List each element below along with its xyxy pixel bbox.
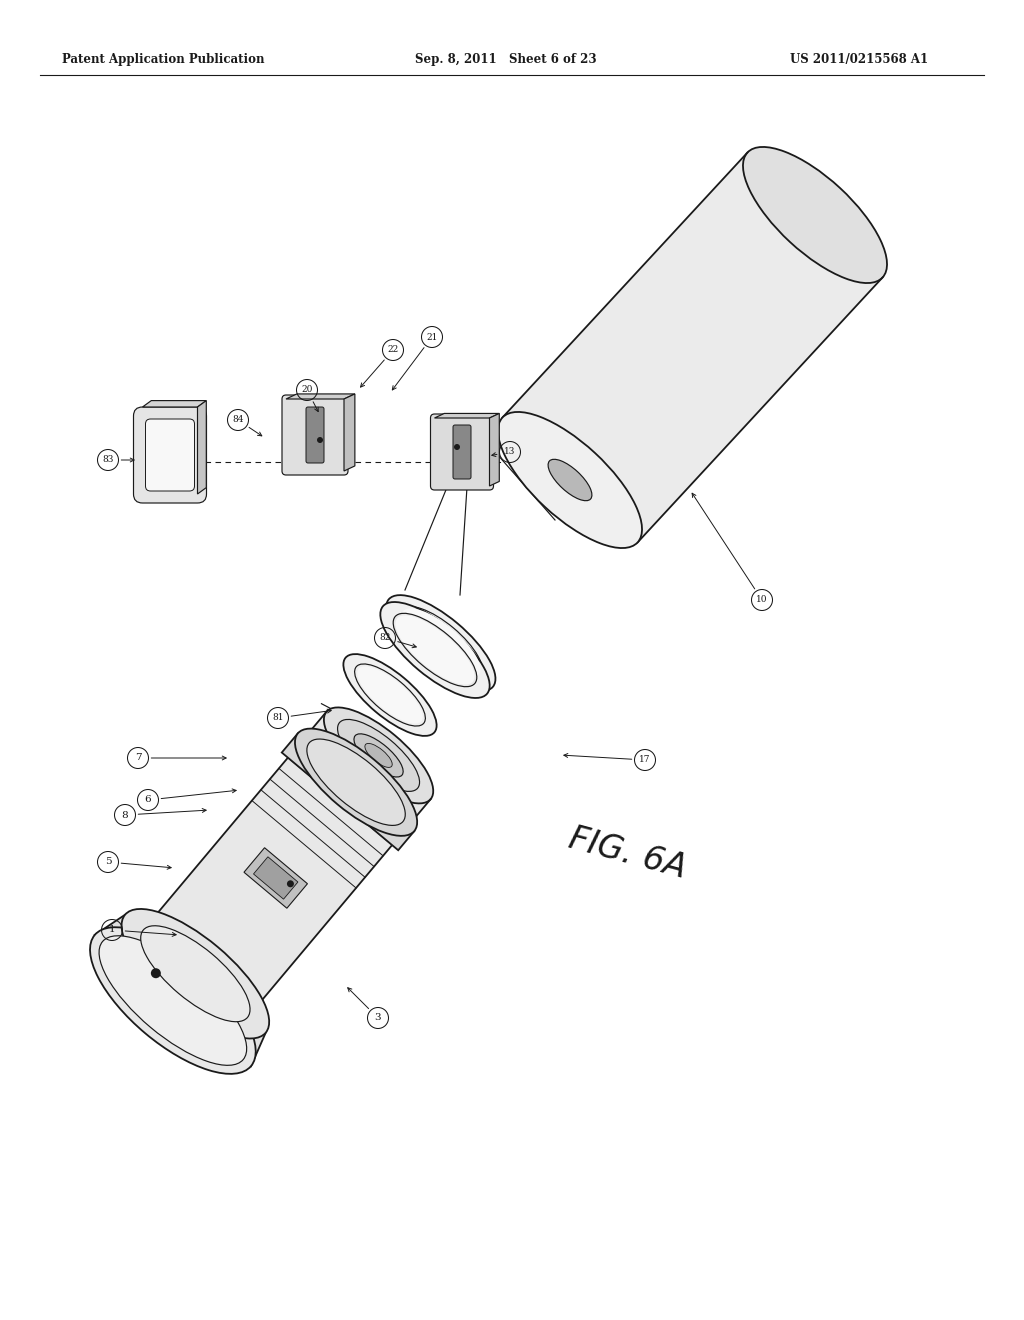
Polygon shape	[344, 393, 355, 471]
Ellipse shape	[295, 729, 417, 836]
Text: 84: 84	[232, 416, 244, 425]
Text: 1: 1	[109, 925, 116, 935]
Ellipse shape	[324, 708, 433, 804]
Ellipse shape	[395, 615, 474, 685]
Text: 81: 81	[272, 714, 284, 722]
Ellipse shape	[399, 606, 482, 680]
Ellipse shape	[357, 667, 423, 723]
FancyBboxPatch shape	[453, 425, 471, 479]
FancyBboxPatch shape	[133, 407, 207, 503]
Text: 6: 6	[144, 796, 152, 804]
Ellipse shape	[386, 595, 496, 692]
Polygon shape	[198, 400, 206, 494]
Polygon shape	[434, 413, 500, 418]
Polygon shape	[254, 857, 298, 899]
Polygon shape	[503, 153, 883, 543]
Ellipse shape	[354, 664, 425, 726]
Text: 83: 83	[102, 455, 114, 465]
Polygon shape	[489, 413, 500, 486]
Text: 13: 13	[504, 447, 516, 457]
Ellipse shape	[354, 734, 403, 777]
Ellipse shape	[140, 925, 250, 1022]
Ellipse shape	[393, 614, 477, 686]
Ellipse shape	[99, 936, 247, 1065]
Text: 20: 20	[301, 385, 312, 395]
Ellipse shape	[365, 743, 392, 767]
Polygon shape	[286, 393, 355, 399]
Ellipse shape	[307, 739, 406, 825]
FancyBboxPatch shape	[430, 414, 494, 490]
Text: US 2011/0215568 A1: US 2011/0215568 A1	[790, 54, 928, 66]
Ellipse shape	[743, 147, 887, 282]
Text: 17: 17	[639, 755, 650, 764]
Text: 22: 22	[387, 346, 398, 355]
Polygon shape	[95, 915, 265, 1067]
Polygon shape	[142, 400, 206, 407]
Text: 7: 7	[135, 754, 141, 763]
Polygon shape	[244, 847, 307, 908]
Ellipse shape	[380, 602, 489, 698]
Circle shape	[151, 968, 161, 978]
Text: Sep. 8, 2011   Sheet 6 of 23: Sep. 8, 2011 Sheet 6 of 23	[415, 54, 597, 66]
Polygon shape	[153, 711, 431, 1006]
Text: FIG. 6A: FIG. 6A	[565, 822, 690, 884]
Text: Patent Application Publication: Patent Application Publication	[62, 54, 264, 66]
Text: 5: 5	[104, 858, 112, 866]
Text: 82: 82	[379, 634, 391, 643]
Ellipse shape	[90, 927, 256, 1074]
Ellipse shape	[401, 609, 480, 677]
Text: 8: 8	[122, 810, 128, 820]
FancyBboxPatch shape	[145, 418, 195, 491]
Text: 10: 10	[757, 595, 768, 605]
Circle shape	[317, 437, 323, 444]
Ellipse shape	[498, 412, 642, 548]
Ellipse shape	[122, 909, 269, 1039]
Text: 21: 21	[426, 333, 437, 342]
Circle shape	[287, 880, 294, 887]
FancyBboxPatch shape	[282, 395, 348, 475]
Ellipse shape	[343, 655, 436, 737]
Polygon shape	[282, 734, 415, 850]
Ellipse shape	[338, 719, 420, 792]
Ellipse shape	[548, 459, 592, 500]
FancyBboxPatch shape	[306, 407, 324, 463]
Text: 3: 3	[375, 1014, 381, 1023]
Circle shape	[454, 444, 460, 450]
